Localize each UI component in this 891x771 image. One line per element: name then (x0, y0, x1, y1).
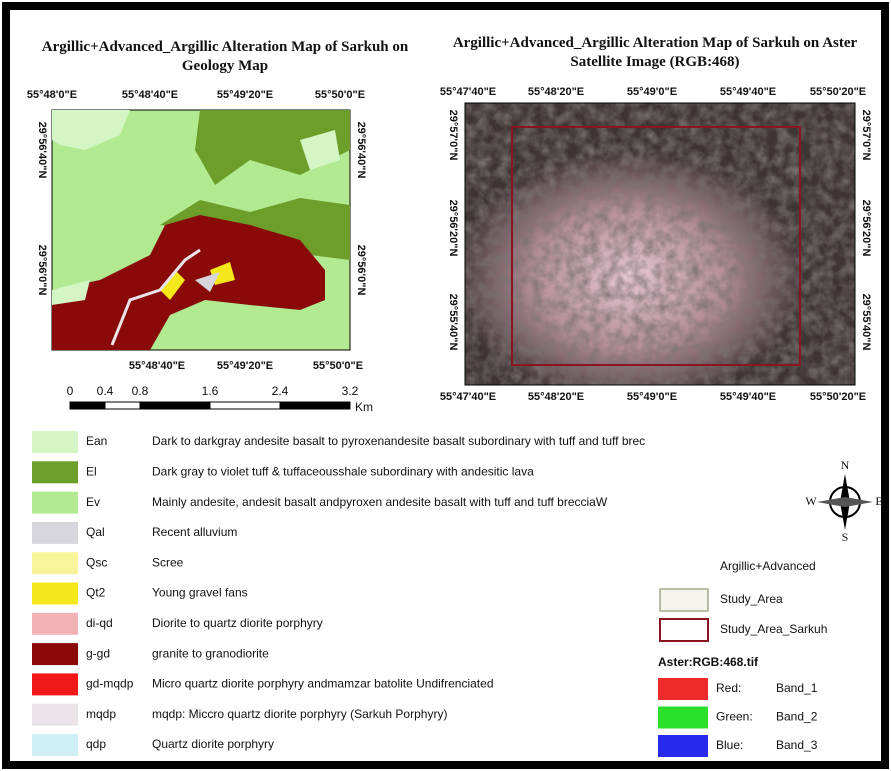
legend-code: Qal (86, 525, 105, 539)
scale-segment (210, 402, 280, 409)
legend-code: Qt2 (86, 586, 106, 600)
right-coord-label: 29°55'40"N (860, 294, 872, 351)
top-coord-label: 55°48'20"E (528, 86, 584, 98)
legend-description: Mainly andesite, andesit basalt andpyrox… (152, 495, 608, 509)
legend-description: Scree (152, 555, 184, 569)
legend-group: Argillic+Advanced (720, 559, 816, 573)
legend-description: Quartz diorite porphyry (152, 737, 274, 751)
scale-segment (70, 402, 105, 409)
legend-swatch (32, 704, 78, 726)
raster-title: Aster:RGB:468.tif (658, 655, 759, 669)
scale-label: 3.2 (342, 384, 359, 398)
legend-description: granite to granodiorite (152, 646, 269, 660)
right-coord-label: 29°56'0"N (355, 245, 367, 296)
scale-segment (280, 402, 350, 409)
top-coord-label: 55°49'0"E (627, 86, 677, 98)
legend-description: mqdp: Miccro quartz diorite porphyry (Sa… (152, 707, 447, 721)
scale-segment (140, 402, 210, 409)
bottom-coord-label: 55°47'40"E (440, 391, 496, 403)
scale-label: 1.6 (202, 384, 219, 398)
compass-s: S (842, 530, 849, 544)
bottom-coord-label: 55°49'20"E (217, 360, 273, 372)
legend-code: Ean (86, 434, 107, 448)
band-swatch (658, 735, 708, 757)
figure: 55°48'0"E 55°48'40"E 55°49'20"E 55°50'0"E 55… (0, 0, 891, 771)
band-swatch (658, 707, 708, 729)
map-figure: 55°48'0"E 55°48'40"E 55°49'20"E 55°50'0"E 55… (0, 0, 891, 771)
scale-label: 0.8 (132, 384, 149, 398)
scale-label: 2.4 (272, 384, 289, 398)
band-name: Band_2 (776, 710, 818, 724)
left-coord-label: 29°56'0"N (36, 245, 48, 296)
legend-code: gd-mqdp (86, 677, 134, 691)
left-coord-label: 29°56'40"N (36, 122, 48, 179)
legend-code: di-qd (86, 616, 113, 630)
scale-label: 0 (67, 384, 74, 398)
band-channel: Red: (716, 681, 741, 695)
legend-code: g-gd (86, 646, 110, 660)
legend-description: Dark to darkgray andesite basalt to pyro… (152, 434, 645, 448)
legend-description: Micro quartz diorite porphyry andmamzar … (152, 677, 494, 691)
legend-code: mqdp (86, 707, 116, 721)
scale-segment (105, 402, 140, 409)
compass-needle (817, 497, 873, 507)
band-swatch (658, 678, 708, 700)
satellite-image (465, 103, 855, 385)
top-coord-label: 55°50'20"E (810, 86, 866, 98)
bottom-coord-label: 55°50'20"E (810, 391, 866, 403)
top-coord-label: 55°49'40"E (720, 86, 776, 98)
band-name: Band_1 (776, 681, 818, 695)
legend-swatch (32, 734, 78, 756)
bottom-coord-label: 55°49'40"E (720, 391, 776, 403)
band-channel: Green: (716, 710, 753, 724)
legend-description: Young gravel fans (152, 586, 248, 600)
top-coord-label: 55°50'0"E (315, 89, 365, 101)
left-coord-label: 29°57'0"N (447, 110, 459, 161)
legend-swatch (32, 673, 78, 695)
left-coord-label: 29°55'40"N (447, 294, 459, 351)
legend-description: Recent alluvium (152, 525, 237, 539)
layer-name: Study_Area_Sarkuh (720, 622, 827, 636)
bottom-coord-label: 55°49'0"E (627, 391, 677, 403)
legend-swatch (32, 613, 78, 635)
top-coord-label: 55°49'20"E (217, 89, 273, 101)
legend-code: El (86, 464, 97, 478)
right-map-title: Argillic+Advanced_Argillic Alteration Ma… (440, 34, 870, 72)
band-channel: Blue: (716, 738, 743, 752)
top-coord-label: 55°48'0"E (27, 89, 77, 101)
right-coord-label: 29°56'20"N (860, 200, 872, 257)
layer-name: Study_Area (720, 592, 783, 606)
left-map-title: Argillic+Advanced_Argillic Alteration Ma… (20, 38, 430, 76)
bottom-coord-label: 55°48'20"E (528, 391, 584, 403)
right-coord-label: 29°56'40"N (355, 122, 367, 179)
bottom-coord-label: 55°48'40"E (129, 360, 185, 372)
compass-e: E (875, 494, 882, 508)
legend-swatch (32, 461, 78, 483)
bottom-coord-label: 55°50'0"E (313, 360, 363, 372)
right-coord-label: 29°57'0"N (860, 110, 872, 161)
north-arrow: N S W E (805, 458, 882, 544)
compass-w: W (805, 494, 817, 508)
legend-code: Ev (86, 495, 100, 509)
legend-swatch (32, 492, 78, 514)
legend-swatch (32, 522, 78, 544)
legend-code: qdp (86, 737, 106, 751)
scale-unit: Km (355, 400, 373, 414)
top-coord-label: 55°47'40"E (440, 86, 496, 98)
legend-swatch (32, 643, 78, 665)
geology-map (52, 110, 350, 350)
legend-description: Diorite to quartz diorite porphyry (152, 616, 323, 630)
legend-swatch (32, 431, 78, 453)
layer-swatch (660, 619, 708, 641)
band-name: Band_3 (776, 738, 818, 752)
legend-code: Qsc (86, 555, 107, 569)
scale-label: 0.4 (97, 384, 114, 398)
left-coord-label: 29°56'20"N (447, 200, 459, 257)
top-coord-label: 55°48'40"E (122, 89, 178, 101)
legend-description: Dark gray to violet tuff & tuffaceoussha… (152, 464, 534, 478)
legend-swatch (32, 583, 78, 605)
layer-swatch (660, 589, 708, 611)
legend-swatch (32, 552, 78, 574)
compass-n: N (841, 458, 850, 472)
